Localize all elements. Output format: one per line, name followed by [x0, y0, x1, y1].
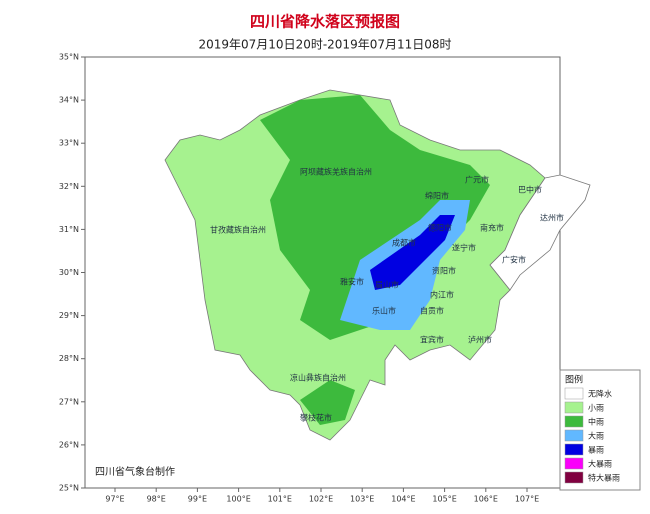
- region-label: 广元市: [465, 175, 489, 185]
- region-label: 阿坝藏族羌族自治州: [300, 167, 372, 177]
- lat-label: 35°N: [59, 53, 79, 62]
- lon-label: 99°E: [188, 495, 207, 504]
- legend-swatch: [564, 429, 584, 442]
- region-label: 达州市: [540, 213, 564, 223]
- region-label: 宜宾市: [420, 335, 444, 345]
- rainstorm: [370, 215, 455, 290]
- title: 四川省降水落区预报图: [250, 13, 400, 31]
- lat-label: 29°N: [59, 311, 79, 320]
- legend-label: 中雨: [588, 417, 604, 427]
- moderate-rain-south: [300, 380, 355, 425]
- legend-title: 图例: [565, 374, 583, 386]
- lat-label: 32°N: [59, 182, 79, 191]
- rain-areas: [164, 89, 591, 441]
- lon-label: 107°E: [515, 495, 539, 504]
- lon-label: 104°E: [391, 495, 415, 504]
- lat-label: 25°N: [59, 484, 79, 493]
- legend-swatch: [564, 415, 584, 428]
- lon-label: 100°E: [226, 495, 250, 504]
- legend-swatch: [564, 457, 584, 470]
- legend-swatch: [564, 401, 584, 414]
- legend-label: 小雨: [588, 404, 604, 413]
- lat-label: 27°N: [59, 397, 79, 406]
- region-label: 攀枝花市: [300, 413, 332, 423]
- credit: 四川省气象台制作: [95, 465, 175, 478]
- legend-label: 特大暴雨: [588, 473, 620, 483]
- region-label: 内江市: [430, 290, 454, 300]
- east-no-rain: [489, 174, 591, 291]
- lat-label: 31°N: [59, 225, 79, 234]
- legend-label: 无降水: [588, 389, 612, 399]
- region-label: 巴中市: [518, 185, 542, 195]
- lat-label: 28°N: [59, 354, 79, 363]
- region-label: 凉山彝族自治州: [290, 373, 346, 383]
- legend-swatch: [564, 443, 584, 456]
- region-label: 自贡市: [420, 306, 444, 316]
- region-label: 德阳市: [428, 223, 452, 233]
- legend-swatch: [564, 471, 584, 484]
- lat-label: 33°N: [59, 139, 79, 148]
- region-label: 眉山市: [375, 280, 399, 290]
- moderate-rain: [260, 95, 490, 340]
- lon-label: 98°E: [147, 495, 166, 504]
- lon-label: 103°E: [350, 495, 374, 504]
- lon-label: 101°E: [268, 495, 292, 504]
- region-label: 绵阳市: [425, 191, 449, 201]
- lon-label: 105°E: [432, 495, 456, 504]
- region-labels: 阿坝藏族羌族自治州 甘孜藏族自治州 凉山彝族自治州 攀枝花市 绵阳市 广元市 巴…: [210, 167, 564, 423]
- lat-label: 30°N: [59, 268, 79, 277]
- legend-label: 大暴雨: [588, 459, 612, 469]
- lon-label: 97°E: [105, 495, 124, 504]
- region-label: 南充市: [480, 223, 504, 233]
- region-label: 资阳市: [432, 266, 456, 276]
- legend-label: 大雨: [588, 431, 604, 441]
- region-label: 泸州市: [468, 335, 492, 345]
- legend-label: 暴雨: [588, 446, 604, 455]
- region-label: 遂宁市: [452, 243, 476, 253]
- lat-label: 26°N: [59, 440, 79, 449]
- region-label: 乐山市: [372, 306, 396, 316]
- legend-swatch: [564, 387, 584, 400]
- lon-label: 106°E: [474, 495, 498, 504]
- region-label: 广安市: [502, 255, 526, 265]
- lon-label: 102°E: [309, 495, 333, 504]
- region-label: 雅安市: [340, 277, 364, 287]
- lat-label: 34°N: [59, 96, 79, 105]
- region-label: 成都市: [392, 238, 416, 248]
- subtitle: 2019年07月10日20时-2019年07月11日08时: [198, 38, 451, 52]
- credit-box: [90, 462, 220, 482]
- region-label: 甘孜藏族自治州: [210, 225, 266, 235]
